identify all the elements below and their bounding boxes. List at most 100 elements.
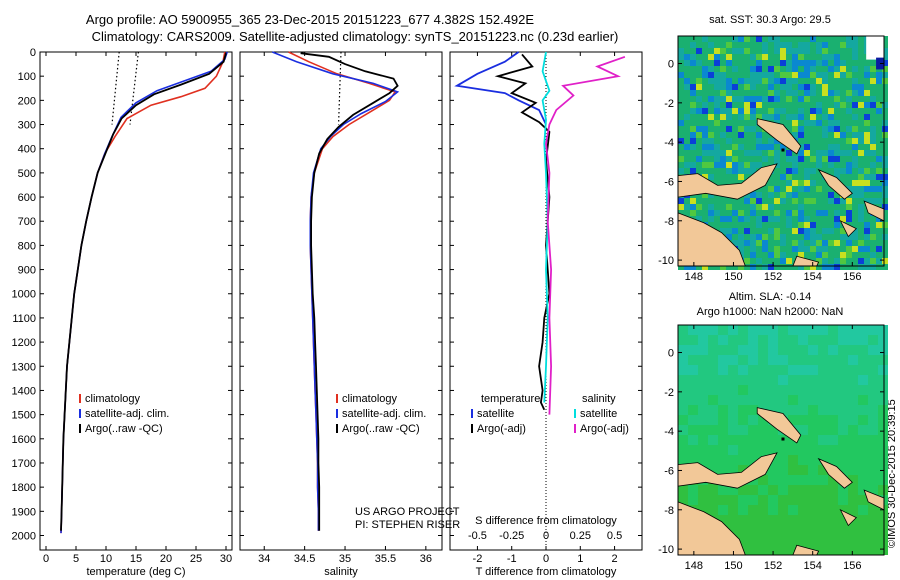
sla-map-cell xyxy=(798,395,808,405)
sst-map-cell xyxy=(768,48,774,54)
sst-map-cell xyxy=(714,120,720,126)
sla-map-cell xyxy=(728,325,738,335)
sst-map-cell xyxy=(750,264,756,270)
sla-map-cell xyxy=(718,365,728,375)
sst-map-cell xyxy=(822,90,828,96)
sst-map-cell xyxy=(732,240,738,246)
sst-map-cell xyxy=(846,66,852,72)
sst-map-cell xyxy=(834,108,840,114)
sla-map-cell xyxy=(698,365,708,375)
sla-map-cell xyxy=(758,335,768,345)
sst-map-cell xyxy=(678,54,684,60)
sst-map-cell xyxy=(870,126,876,132)
sla-map-cell xyxy=(728,505,738,515)
sst-map-cell xyxy=(804,90,810,96)
sla-map-cell xyxy=(848,415,858,425)
sst-map-cell xyxy=(702,174,708,180)
sla-map-ytick-label: -8 xyxy=(664,505,674,517)
sst-map-cell xyxy=(810,234,816,240)
sst-map-cell xyxy=(816,138,822,144)
sst-map-cell xyxy=(714,96,720,102)
sla-map-cell xyxy=(748,355,758,365)
sla-map-cell xyxy=(748,505,758,515)
sst-map-cell xyxy=(870,84,876,90)
sla-map-cell xyxy=(798,435,808,445)
sst-map-cell xyxy=(780,264,786,270)
sst-map-cell xyxy=(846,174,852,180)
sst-map-cell xyxy=(852,168,858,174)
sla-map-cell xyxy=(678,325,688,335)
sst-map-cell xyxy=(882,66,888,72)
sst-map-cell xyxy=(834,204,840,210)
sla-map-cell xyxy=(818,465,828,475)
sla-map-cell xyxy=(848,425,858,435)
sst-map-cell xyxy=(852,84,858,90)
sst-map-cell xyxy=(882,210,888,216)
sst-map-cell xyxy=(732,36,738,42)
sst-map-cell xyxy=(744,78,750,84)
sst-map-cell xyxy=(732,204,738,210)
sst-map-cell xyxy=(690,60,696,66)
sst-map-cell xyxy=(696,90,702,96)
difference-xtick-label: -2 xyxy=(473,553,483,565)
sst-map-cell xyxy=(738,210,744,216)
temperature-xtick-label: 15 xyxy=(130,553,142,565)
sst-map-cell xyxy=(708,72,714,78)
sst-map-cell xyxy=(876,132,882,138)
sst-map-cell xyxy=(678,144,684,150)
salinity-xtick-label: 35.5 xyxy=(375,553,396,565)
sst-map-cell xyxy=(684,54,690,60)
sst-map-cell xyxy=(846,210,852,216)
sst-map-cell xyxy=(822,156,828,162)
sst-map-cell xyxy=(864,252,870,258)
sst-map-cell xyxy=(702,162,708,168)
sst-map-cell xyxy=(822,72,828,78)
sla-map-xtick-label: 156 xyxy=(843,560,861,572)
sla-map-cell xyxy=(708,425,718,435)
sst-map-cell xyxy=(852,252,858,258)
salinity-legend-label: satellite-adj. clim. xyxy=(342,408,426,420)
sla-map-cell xyxy=(778,385,788,395)
sla-map-cell xyxy=(778,345,788,355)
sst-map-cell xyxy=(804,60,810,66)
sst-map-cell xyxy=(714,198,720,204)
sst-map-cell xyxy=(798,246,804,252)
sst-map-cell xyxy=(768,204,774,210)
sst-map-cell xyxy=(678,150,684,156)
sst-map-cell xyxy=(810,126,816,132)
sst-map-cell xyxy=(744,168,750,174)
sst-map-cell xyxy=(738,114,744,120)
sst-map-cell xyxy=(834,36,840,42)
sst-map-cell xyxy=(786,198,792,204)
sst-map-cell xyxy=(864,138,870,144)
sla-map-cell xyxy=(768,445,778,455)
sla-map-cell xyxy=(788,395,798,405)
sst-map-cell xyxy=(702,210,708,216)
sla-map-cell xyxy=(708,445,718,455)
sst-map-cell xyxy=(720,138,726,144)
sst-map-cell xyxy=(786,78,792,84)
sla-map-cell xyxy=(698,405,708,415)
diff-legend-sal-label: satellite xyxy=(580,408,617,420)
sst-map-cell xyxy=(720,36,726,42)
sla-map-cell xyxy=(808,415,818,425)
sla-map-cell xyxy=(798,355,808,365)
sst-map-cell xyxy=(720,222,726,228)
sst-map-cell xyxy=(714,114,720,120)
sst-map-cell xyxy=(852,174,858,180)
sst-map-cell xyxy=(774,150,780,156)
sst-map-cell xyxy=(828,48,834,54)
sst-map-cell xyxy=(822,42,828,48)
sla-map-cell xyxy=(808,405,818,415)
sst-map-cell xyxy=(696,114,702,120)
sla-map-cell xyxy=(728,485,738,495)
sst-map-cell xyxy=(852,108,858,114)
sst-map-cell xyxy=(678,264,684,270)
sst-map-cell xyxy=(768,186,774,192)
sst-map-cell xyxy=(738,102,744,108)
sst-map-cell xyxy=(690,126,696,132)
sst-map-cell xyxy=(846,198,852,204)
sst-map-cell xyxy=(858,144,864,150)
sst-map-cell xyxy=(798,180,804,186)
sst-map-cell xyxy=(702,156,708,162)
